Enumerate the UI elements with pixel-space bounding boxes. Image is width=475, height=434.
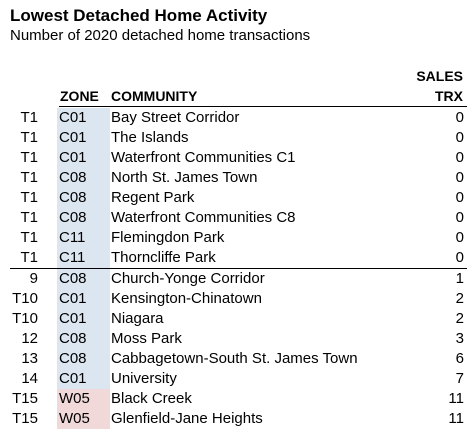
zone-cell: C08	[57, 268, 110, 289]
table-row: T1 C01 The Islands 0	[10, 128, 467, 148]
community-cell: Moss Park	[111, 330, 182, 347]
chart-subtitle: Number of 2020 detached home transaction…	[10, 27, 311, 44]
zone-cell: C01	[57, 148, 110, 168]
rank-cell: T1	[20, 149, 38, 166]
table-row: T10 C01 Niagara 2	[10, 309, 467, 329]
community-cell: Waterfront Communities C1	[111, 149, 296, 166]
zone-cell: C08	[57, 329, 110, 349]
trx-cell: 2	[455, 290, 464, 307]
trx-cell: 0	[455, 109, 464, 126]
table-row: 14 C01 University 7	[10, 369, 467, 389]
rank-cell: T1	[20, 169, 38, 186]
community-cell: University	[111, 370, 177, 387]
header-trx: TRX	[435, 88, 463, 104]
community-cell: Flemingdon Park	[111, 229, 225, 246]
trx-cell: 11	[448, 390, 464, 407]
trx-cell: 3	[455, 330, 464, 347]
community-cell: Thorncliffe Park	[111, 249, 216, 266]
zone-cell: W05	[57, 409, 110, 429]
rank-cell: T1	[20, 109, 38, 126]
chart-title: Lowest Detached Home Activity	[10, 6, 268, 25]
table-row: T15 W05 Black Creek 11	[10, 389, 467, 409]
table-row: 13 C08 Cabbagetown-South St. James Town 6	[10, 349, 467, 369]
rank-cell: T1	[20, 189, 38, 206]
community-cell: Bay Street Corridor	[111, 109, 240, 126]
zone-cell: W05	[57, 389, 110, 409]
rank-cell: T1	[20, 249, 38, 266]
rank-cell: T15	[12, 390, 38, 407]
zone-cell: C11	[57, 248, 110, 269]
table-body: T1 C01 Bay Street Corridor 0 T1 C01 The Island…	[10, 108, 467, 429]
trx-cell: 0	[455, 129, 464, 146]
rank-cell: 12	[21, 330, 38, 347]
trx-cell: 2	[455, 310, 464, 327]
rank-cell: T1	[20, 209, 38, 226]
trx-cell: 11	[448, 410, 464, 427]
trx-cell: 0	[455, 209, 464, 226]
rank-cell: T10	[12, 290, 38, 307]
trx-cell: 1	[442, 268, 467, 289]
community-cell: Cabbagetown-South St. James Town	[111, 350, 358, 367]
table-row: T1 C01 Waterfront Communities C1 0	[10, 148, 467, 168]
trx-cell: 0	[455, 249, 464, 266]
trx-cell: 6	[455, 350, 464, 367]
header-zone: ZONE	[60, 88, 99, 104]
community-cell: Niagara	[111, 310, 164, 327]
table-row: 12 C08 Moss Park 3	[10, 329, 467, 349]
zone-cell: C08	[57, 188, 110, 208]
zone-cell: C08	[57, 208, 110, 228]
header-community: COMMUNITY	[111, 88, 198, 104]
zone-cell: C08	[57, 349, 110, 369]
community-cell: Church-Yonge Corridor	[110, 268, 443, 289]
table-row: T1 C01 Bay Street Corridor 0	[10, 108, 467, 128]
table-row: T15 W05 Glenfield-Jane Heights 11	[10, 409, 467, 429]
community-cell: Black Creek	[111, 390, 192, 407]
table-row: 9 C08 Church-Yonge Corridor 1	[10, 268, 467, 289]
transactions-table: T1 C01 Bay Street Corridor 0 T1 C01 The Island…	[10, 108, 467, 429]
table-row: T1 C08 Regent Park 0	[10, 188, 467, 208]
table-row: T1 C08 North St. James Town 0	[10, 168, 467, 188]
table-row: T1 C11 Thorncliffe Park 0	[10, 248, 467, 269]
trx-cell: 7	[455, 370, 464, 387]
trx-cell: 0	[455, 189, 464, 206]
trx-cell: 0	[455, 229, 464, 246]
header-divider	[59, 106, 467, 107]
rank-cell: T1	[20, 229, 38, 246]
rank-cell: 14	[21, 370, 38, 387]
zone-cell: C01	[57, 128, 110, 148]
rank-cell: 9	[10, 268, 57, 289]
zone-cell: C11	[57, 228, 110, 248]
community-cell: The Islands	[111, 129, 189, 146]
trx-cell: 0	[455, 169, 464, 186]
table-row: T1 C08 Waterfront Communities C8 0	[10, 208, 467, 228]
rank-cell: T1	[20, 129, 38, 146]
community-cell: Glenfield-Jane Heights	[111, 410, 263, 427]
community-cell: North St. James Town	[111, 169, 258, 186]
rank-cell: T15	[12, 410, 38, 427]
zone-cell: C01	[57, 309, 110, 329]
rank-cell: T10	[12, 310, 38, 327]
rank-cell: 13	[21, 350, 38, 367]
community-cell: Regent Park	[111, 189, 195, 206]
trx-cell: 0	[455, 149, 464, 166]
table-row: T1 C11 Flemingdon Park 0	[10, 228, 467, 248]
table-row: T10 C01 Kensington-Chinatown 2	[10, 289, 467, 309]
community-cell: Kensington-Chinatown	[111, 290, 262, 307]
community-cell: Waterfront Communities C8	[111, 209, 296, 226]
zone-cell: C01	[57, 369, 110, 389]
zone-cell: C01	[57, 289, 110, 309]
zone-cell: C08	[57, 168, 110, 188]
zone-cell: C01	[57, 108, 110, 128]
header-sales: SALES	[416, 68, 463, 84]
